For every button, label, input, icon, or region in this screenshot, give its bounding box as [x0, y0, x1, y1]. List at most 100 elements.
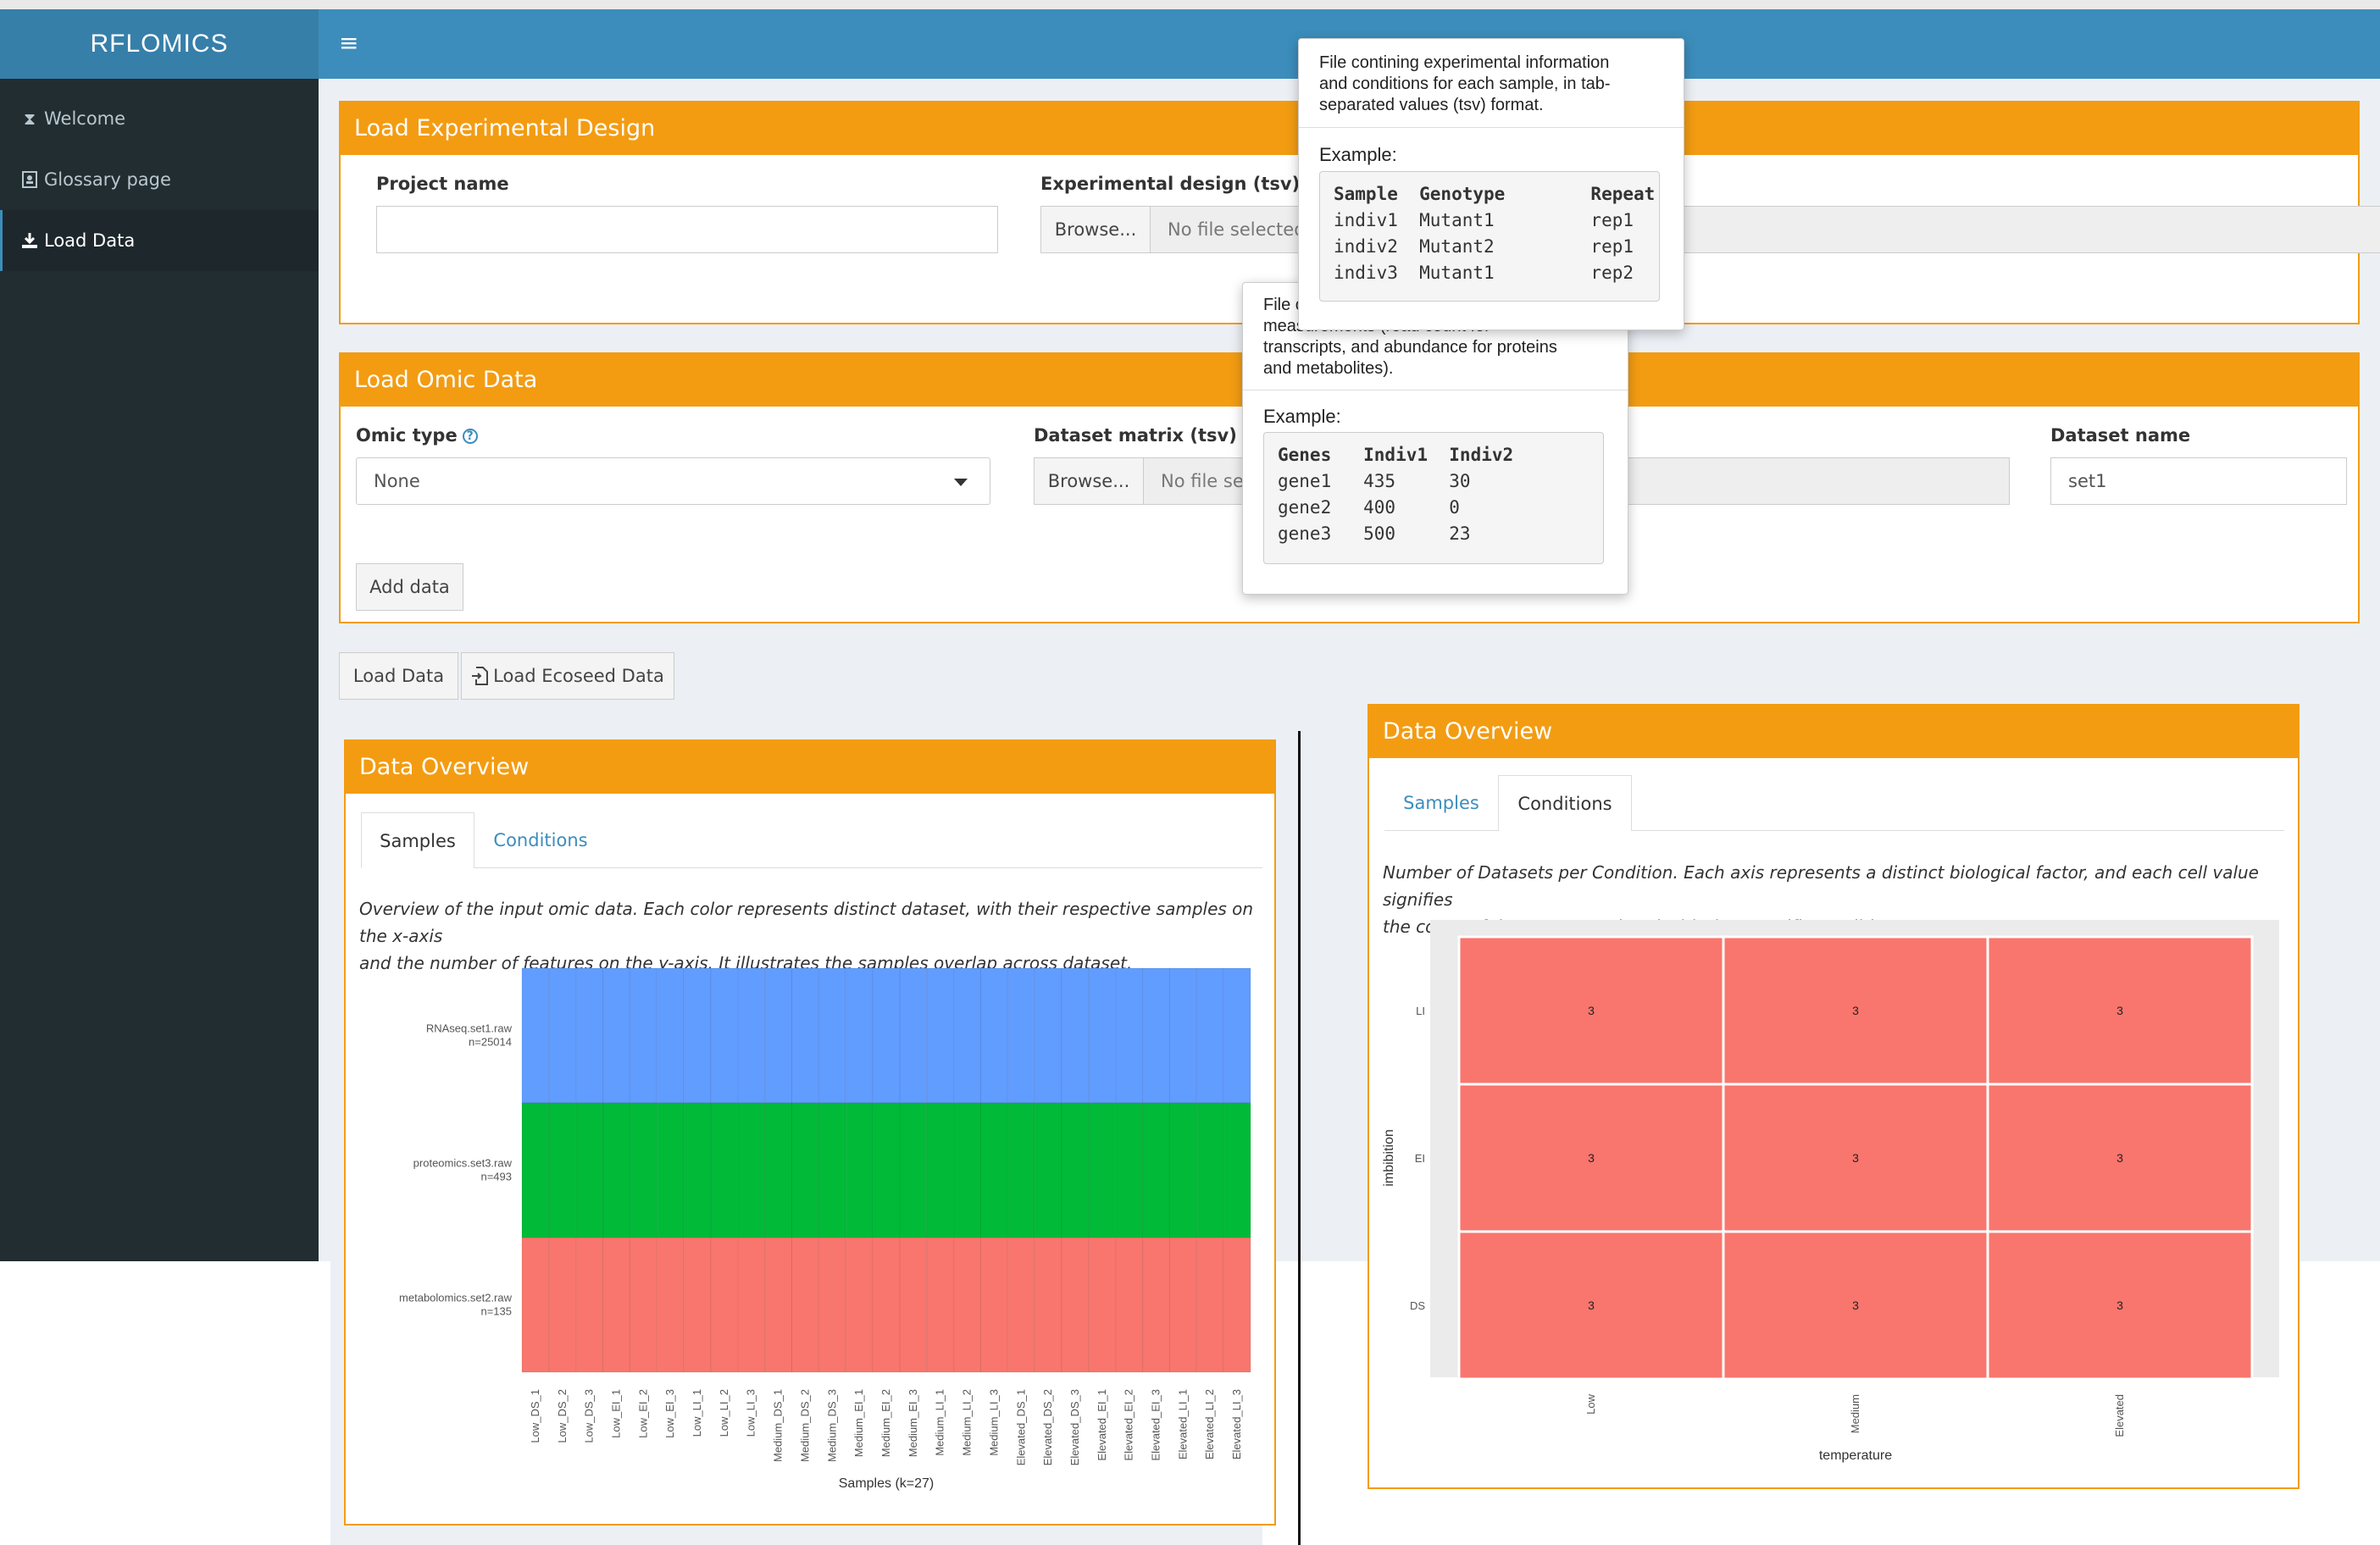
series-label: RNAseq.set1.raw	[426, 1022, 513, 1035]
sample-cell	[791, 967, 819, 1104]
heatmap-cell	[1986, 935, 2254, 1086]
data-overview-samples-box: Data Overview Samples Conditions Overvie…	[344, 739, 1276, 1526]
x-tick-label: Elevated_DS_1	[1014, 1389, 1027, 1465]
sidebar: RFLOMICS ⧗ Welcome Glossary page Load Da…	[0, 9, 319, 1261]
sample-cell	[1168, 1102, 1197, 1238]
sidebar-item-load-data[interactable]: Load Data	[0, 210, 319, 271]
sample-cell	[1115, 1237, 1144, 1373]
x-tick-label: Medium_EI_1	[852, 1389, 865, 1457]
sample-cell	[710, 1237, 739, 1373]
dataset-name-label: Dataset name	[2050, 425, 2191, 446]
cell-value-label: 3	[1588, 1299, 1595, 1312]
project-name-input[interactable]	[376, 206, 998, 253]
popover-example-table: Sample Genotype Repeat indiv1 Mutant1 re…	[1319, 171, 1660, 302]
popover-divider	[1299, 127, 1684, 128]
sample-cell	[1196, 1237, 1224, 1373]
sidebar-item-label: Glossary page	[44, 169, 171, 190]
popover-text-line: separated values (tsv) format.	[1319, 96, 1544, 114]
app-logo[interactable]: RFLOMICS	[0, 9, 319, 79]
series-count-label: n=493	[480, 1171, 512, 1183]
sidebar-item-label: Welcome	[44, 108, 126, 129]
cell-value-label: 3	[1852, 1299, 1859, 1312]
example-row: indiv1 Mutant1 rep1	[1334, 210, 1634, 230]
conditions-heatmap-chart: 3 3 3 LI 3 3 3 EI 3 3 3 DS Low Medium Elevated temperat…	[1382, 920, 2279, 1463]
book-icon	[20, 170, 39, 189]
divider-line	[1298, 731, 1301, 1545]
x-tick-label: Elevated_DS_3	[1068, 1389, 1081, 1465]
sample-cell	[737, 1237, 766, 1373]
sample-cell	[683, 1237, 712, 1373]
heatmap-cell	[1722, 1230, 1989, 1381]
cell-value-label: 3	[2116, 1299, 2123, 1312]
sample-cell	[1007, 967, 1035, 1104]
omic-type-select[interactable]: None	[356, 457, 990, 505]
heatmap-cell	[1457, 1230, 1725, 1381]
popover-text: File contining experimental information …	[1319, 53, 1611, 116]
sample-cell	[899, 967, 928, 1104]
popover-text-line: and conditions for each sample, in tab-	[1319, 75, 1611, 93]
series-label: proteomics.set3.raw	[413, 1157, 513, 1170]
sample-cell	[1088, 967, 1117, 1104]
popover-example-label: Example:	[1319, 144, 1397, 165]
tab-samples[interactable]: Samples	[1403, 793, 1479, 813]
x-tick-label: Low_LI_2	[718, 1389, 730, 1437]
heatmap-cell	[1986, 1083, 2254, 1233]
sample-cell	[1007, 1102, 1035, 1238]
y-axis-title: imbibition	[1382, 1129, 1396, 1187]
sample-cell	[1223, 1102, 1251, 1238]
series-count-label: n=135	[480, 1305, 512, 1318]
load-data-button[interactable]: Load Data	[339, 652, 458, 700]
app-title: RFLOMICS	[90, 30, 229, 58]
matrix-file-label-text: Dataset matrix (tsv)	[1034, 425, 1237, 446]
sample-cell	[926, 1237, 955, 1373]
sample-cell	[1168, 1237, 1197, 1373]
omic-type-label: Omic type?	[356, 425, 478, 446]
x-tick-label: Elevated_EI_3	[1150, 1389, 1162, 1461]
load-ecoseed-button[interactable]: Load Ecoseed Data	[461, 652, 674, 700]
sidebar-item-welcome[interactable]: ⧗ Welcome	[0, 88, 319, 149]
heatmap-cell	[1722, 935, 1989, 1086]
cell-value-label: 3	[1852, 1004, 1859, 1017]
project-name-label: Project name	[376, 174, 509, 194]
example-row: gene3 500 23	[1278, 523, 1471, 544]
sample-cell	[926, 1102, 955, 1238]
sample-cell	[1088, 1237, 1117, 1373]
menu-toggle-icon[interactable]: ≡	[339, 29, 359, 57]
sample-cell	[656, 1237, 685, 1373]
matrix-browse-button[interactable]: Browse...	[1034, 457, 1144, 505]
sample-cell	[953, 1102, 981, 1238]
chevron-down-icon	[954, 479, 968, 486]
dataset-name-input[interactable]: set1	[2050, 457, 2347, 505]
sample-cell	[629, 1237, 657, 1373]
matrix-file-label: Dataset matrix (tsv)?	[1034, 425, 1257, 446]
x-tick-label: Elevated_DS_2	[1041, 1389, 1054, 1465]
help-icon[interactable]: ?	[462, 429, 478, 444]
sample-cell	[1196, 967, 1224, 1104]
design-browse-button[interactable]: Browse...	[1040, 206, 1151, 253]
sample-cell	[791, 1237, 819, 1373]
sample-cell	[521, 967, 550, 1104]
series-label: metabolomics.set2.raw	[399, 1292, 513, 1304]
sidebar-item-glossary[interactable]: Glossary page	[0, 149, 319, 210]
sample-cell	[683, 1102, 712, 1238]
sample-cell	[1196, 1102, 1224, 1238]
tab-conditions[interactable]: Conditions	[493, 830, 588, 850]
sample-cell	[1088, 1102, 1117, 1238]
sample-cell	[1034, 1237, 1062, 1373]
add-data-button[interactable]: Add data	[356, 563, 463, 611]
sample-cell	[1142, 1102, 1170, 1238]
tab-conditions[interactable]: Conditions	[1498, 775, 1632, 831]
box-title: Data Overview	[1369, 704, 2298, 758]
sample-cell	[710, 967, 739, 1104]
heatmap-cell	[1986, 1230, 2254, 1381]
tab-samples[interactable]: Samples	[361, 812, 474, 868]
file-import-icon	[471, 667, 489, 685]
sample-cell	[764, 1237, 793, 1373]
hourglass-icon: ⧗	[23, 108, 36, 129]
x-tick-label: Medium_EI_3	[907, 1389, 919, 1457]
sample-cell	[845, 1237, 874, 1373]
sample-cell	[683, 967, 712, 1104]
description-line: Number of Datasets per Condition. Each a…	[1383, 862, 2259, 910]
omic-type-label-text: Omic type	[356, 425, 458, 446]
